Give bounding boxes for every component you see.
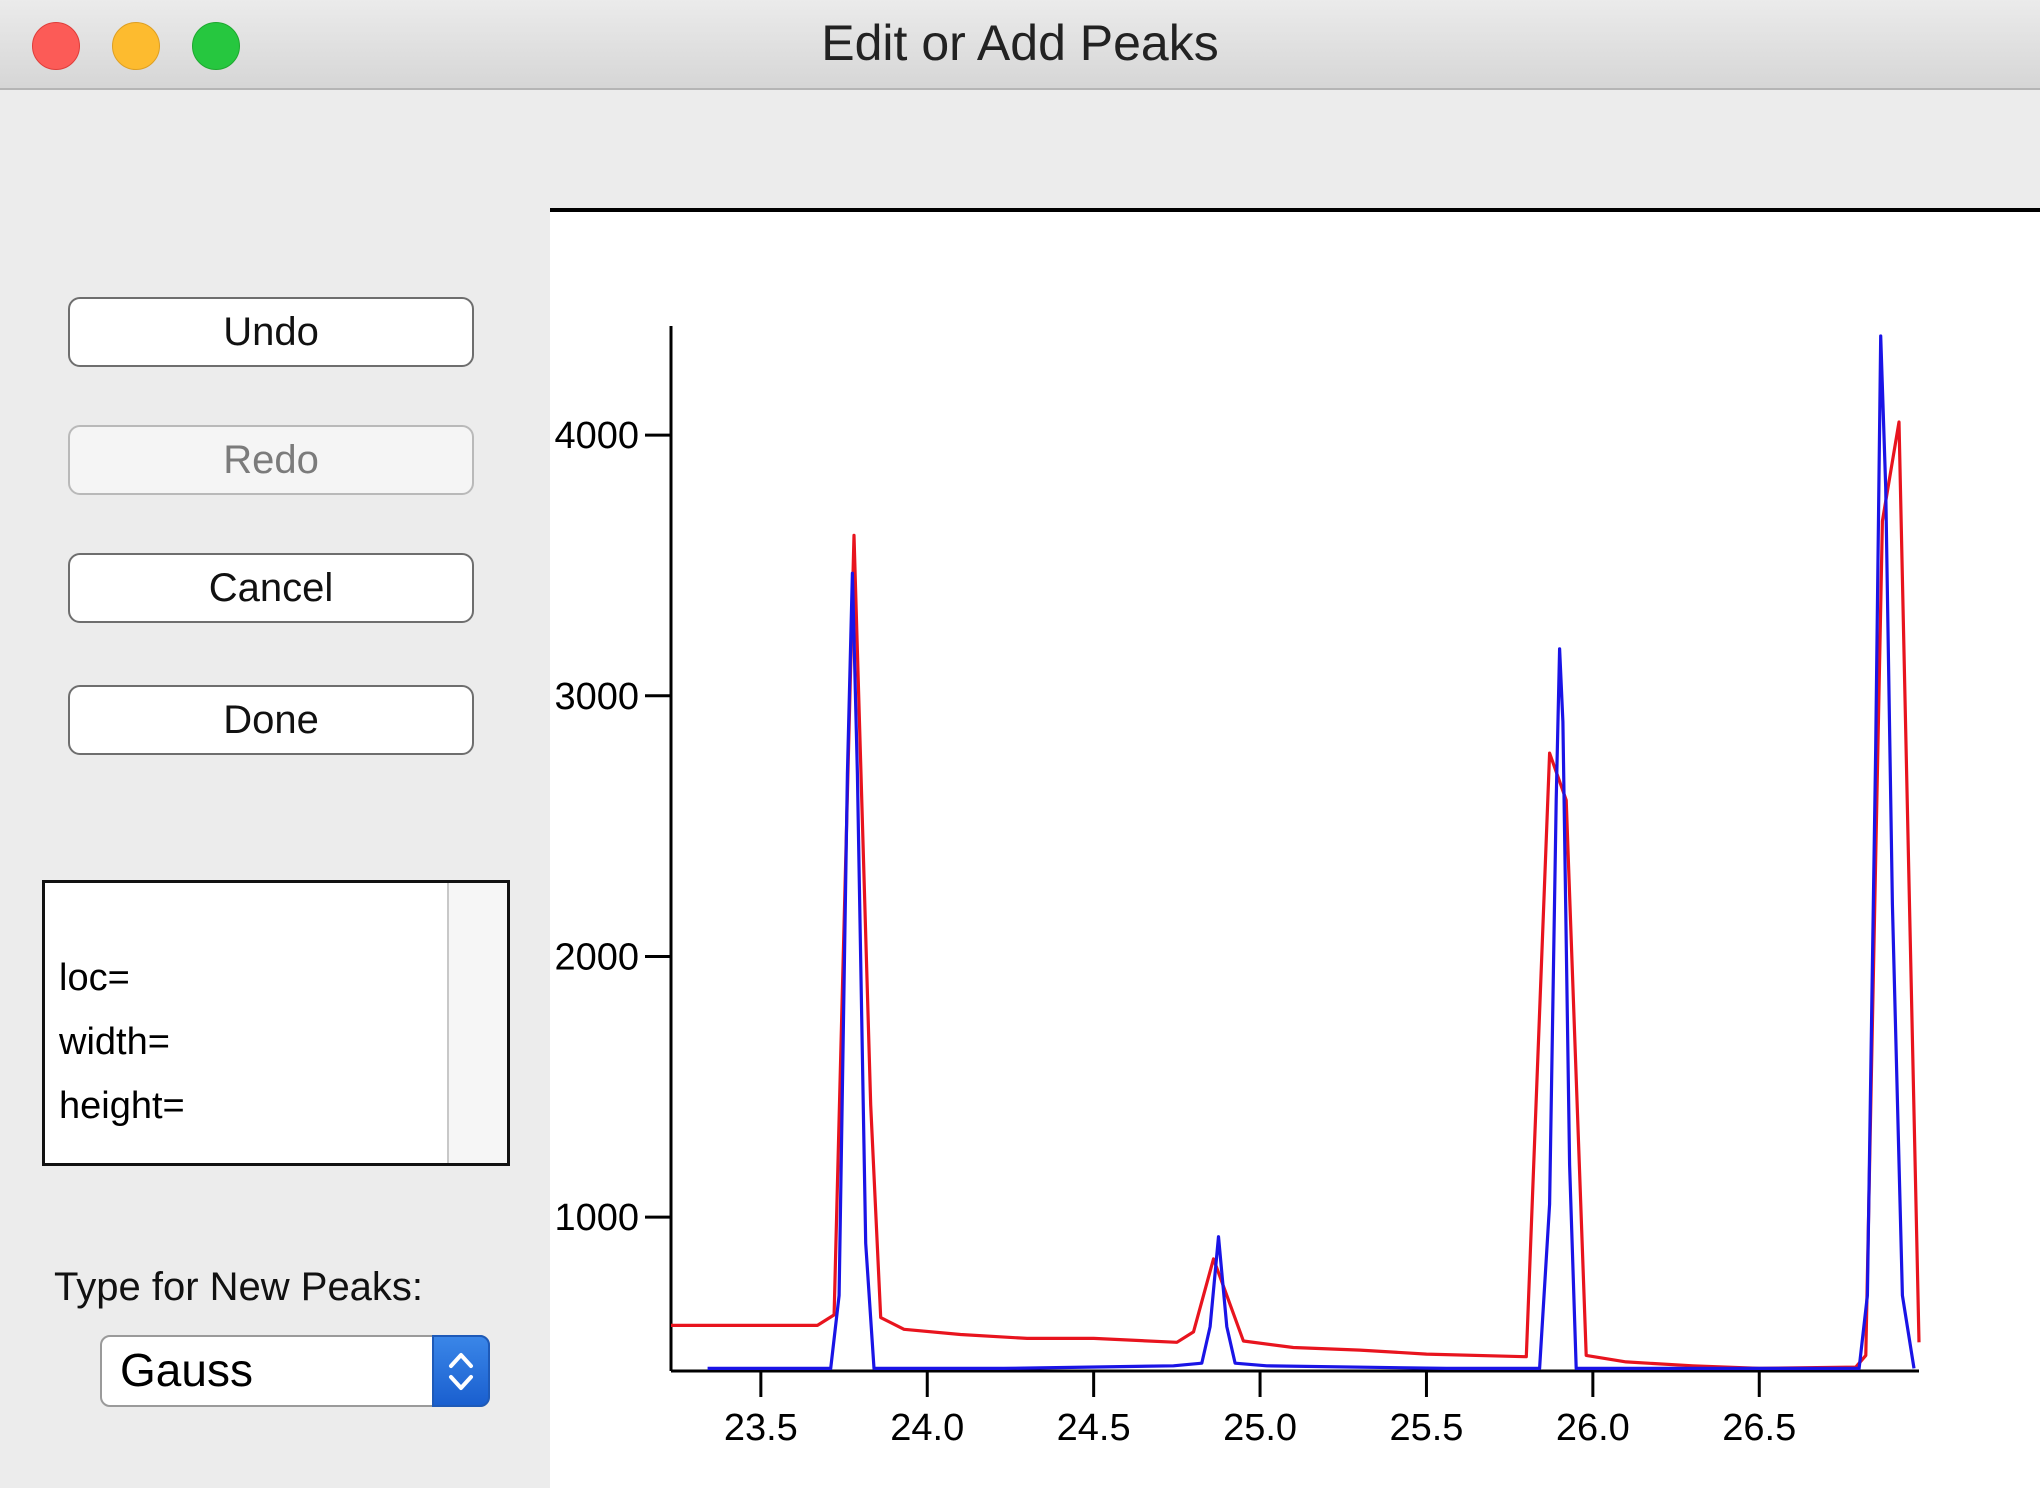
x-tick-label: 24.0 — [890, 1407, 964, 1449]
loc-readout: loc= — [59, 957, 130, 999]
info-scrollbar[interactable] — [447, 883, 507, 1163]
zoom-window-button[interactable] — [192, 22, 240, 70]
width-readout: width= — [59, 1021, 170, 1063]
peak-chart[interactable]: 1000 2000 3000 4000 23.5 24.0 24.5 25.0 25.5 26.0… — [550, 208, 2040, 1488]
x-tick-label: 26.5 — [1722, 1407, 1796, 1449]
y-tick-label: 3000 — [554, 676, 639, 718]
x-tick-label: 24.5 — [1057, 1407, 1131, 1449]
y-tick-label: 2000 — [554, 936, 639, 978]
updown-chevron-icon — [432, 1335, 490, 1407]
x-tick-label: 25.0 — [1223, 1407, 1297, 1449]
y-tick-label: 4000 — [554, 415, 639, 457]
minimize-window-button[interactable] — [112, 22, 160, 70]
height-readout: height= — [59, 1085, 185, 1127]
fit-series-line — [707, 334, 1916, 1371]
y-tick-label: 1000 — [554, 1197, 639, 1239]
peak-type-select[interactable]: Gauss — [100, 1335, 490, 1407]
cancel-button[interactable]: Cancel — [68, 553, 474, 623]
window-title: Edit or Add Peaks — [821, 15, 1219, 71]
peak-type-label: Type for New Peaks: — [54, 1265, 424, 1309]
redo-button[interactable]: Redo — [68, 425, 474, 495]
peak-type-value: Gauss — [120, 1344, 253, 1396]
x-tick-label: 25.5 — [1389, 1407, 1463, 1449]
peak-info-box[interactable]: loc= width= height= — [42, 880, 510, 1166]
x-tick-label: 26.0 — [1556, 1407, 1630, 1449]
undo-button[interactable]: Undo — [68, 297, 474, 367]
done-button[interactable]: Done — [68, 685, 474, 755]
close-window-button[interactable] — [32, 22, 80, 70]
title-bar[interactable]: Edit or Add Peaks — [0, 0, 2040, 90]
chart-svg[interactable]: 1000 2000 3000 4000 23.5 24.0 24.5 25.0 25.5 26.0… — [550, 212, 2040, 1484]
x-tick-label: 23.5 — [724, 1407, 798, 1449]
